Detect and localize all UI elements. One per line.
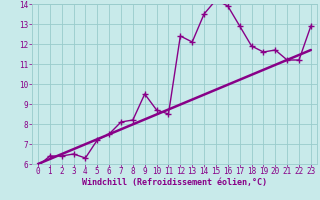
X-axis label: Windchill (Refroidissement éolien,°C): Windchill (Refroidissement éolien,°C) (82, 178, 267, 187)
